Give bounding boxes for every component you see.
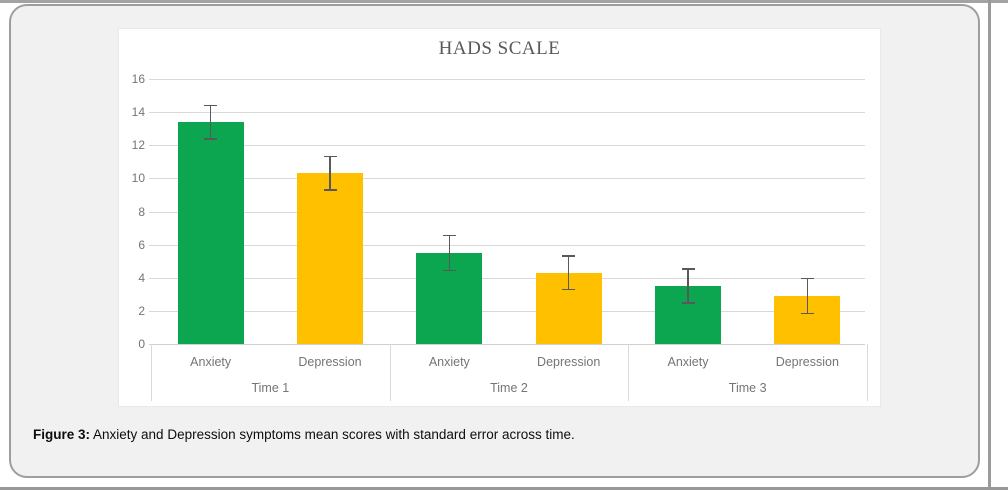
- gridline-12: [149, 145, 865, 147]
- group-label-time1: Time 1: [251, 381, 290, 395]
- y-tick-0: 0: [138, 337, 145, 351]
- gridline-10: [149, 178, 865, 180]
- error-bar-time3-anxiety-cap-bottom: [681, 302, 695, 304]
- axis-label-time1-depression: Depression: [298, 355, 362, 369]
- error-bar-time1-depression-cap-bottom: [323, 189, 337, 191]
- error-bar-time3-depression-line: [806, 278, 809, 314]
- category-separator-1: [389, 344, 391, 401]
- axis-label-time3-anxiety: Anxiety: [667, 355, 709, 369]
- axis-label-time2-depression: Depression: [537, 355, 601, 369]
- figure-caption-label: Figure 3:: [33, 427, 91, 442]
- gridline-0: [149, 344, 865, 345]
- gridline-8: [149, 211, 865, 213]
- axis-label-time3-depression: Depression: [775, 355, 839, 369]
- error-bar-time2-depression-line: [567, 256, 570, 290]
- error-bar-time2-depression-cap-bottom: [562, 288, 576, 291]
- error-bar-time1-anxiety-cap-top: [204, 104, 218, 106]
- bar-time1-depression: [297, 173, 363, 344]
- gridline-14: [149, 112, 865, 114]
- error-bar-time1-anxiety-cap-bottom: [204, 138, 218, 140]
- gridline-16: [149, 79, 865, 80]
- y-tick-4: 4: [138, 270, 145, 285]
- gridline-2: [149, 310, 865, 312]
- y-tick-16: 16: [131, 72, 145, 86]
- bar-time1-anxiety: [177, 122, 244, 344]
- page-right-border: [988, 0, 991, 490]
- y-tick-6: 6: [138, 237, 145, 252]
- error-bar-time3-depression-cap-bottom: [800, 312, 814, 315]
- axis-label-time2-anxiety: Anxiety: [428, 355, 470, 369]
- error-bar-time1-anxiety-line: [209, 105, 212, 139]
- category-separator-0: [151, 344, 152, 401]
- error-bar-time2-anxiety-cap-bottom: [442, 269, 456, 272]
- error-bar-time1-depression-cap-top: [323, 155, 337, 158]
- y-tick-10: 10: [131, 171, 145, 186]
- error-bar-time1-depression-line: [329, 156, 331, 190]
- figure-caption: Figure 3: Anxiety and Depression symptom…: [33, 427, 973, 442]
- gridline-6: [149, 244, 865, 246]
- group-label-time2: Time 2: [490, 381, 528, 395]
- figure-caption-text: Anxiety and Depression symptoms mean sco…: [90, 427, 575, 442]
- error-bar-time2-anxiety-line: [448, 235, 451, 271]
- error-bar-time3-anxiety-cap-top: [681, 268, 695, 270]
- error-bar-time2-anxiety-cap-top: [442, 234, 456, 237]
- y-tick-14: 14: [131, 105, 145, 120]
- category-separator-2: [628, 344, 630, 401]
- category-separator-3: [867, 344, 868, 401]
- chart-title: HADS SCALE: [438, 38, 561, 59]
- error-bar-time2-depression-cap-top: [562, 255, 576, 257]
- y-tick-2: 2: [138, 303, 145, 318]
- axis-label-time1-anxiety: Anxiety: [190, 355, 232, 369]
- y-tick-12: 12: [131, 138, 145, 153]
- error-bar-time3-depression-cap-top: [800, 277, 814, 280]
- page-bottom-border: [0, 487, 1008, 490]
- error-bar-time3-anxiety-line: [687, 269, 689, 303]
- y-tick-8: 8: [138, 204, 145, 219]
- gridline-4: [149, 277, 865, 279]
- group-label-time3: Time 3: [728, 381, 767, 395]
- page-top-border: [0, 0, 1008, 3]
- chart-panel: HADS SCALE 0 2 4 6 8 10 12 14 16 Anxiety Depressio…: [118, 28, 881, 407]
